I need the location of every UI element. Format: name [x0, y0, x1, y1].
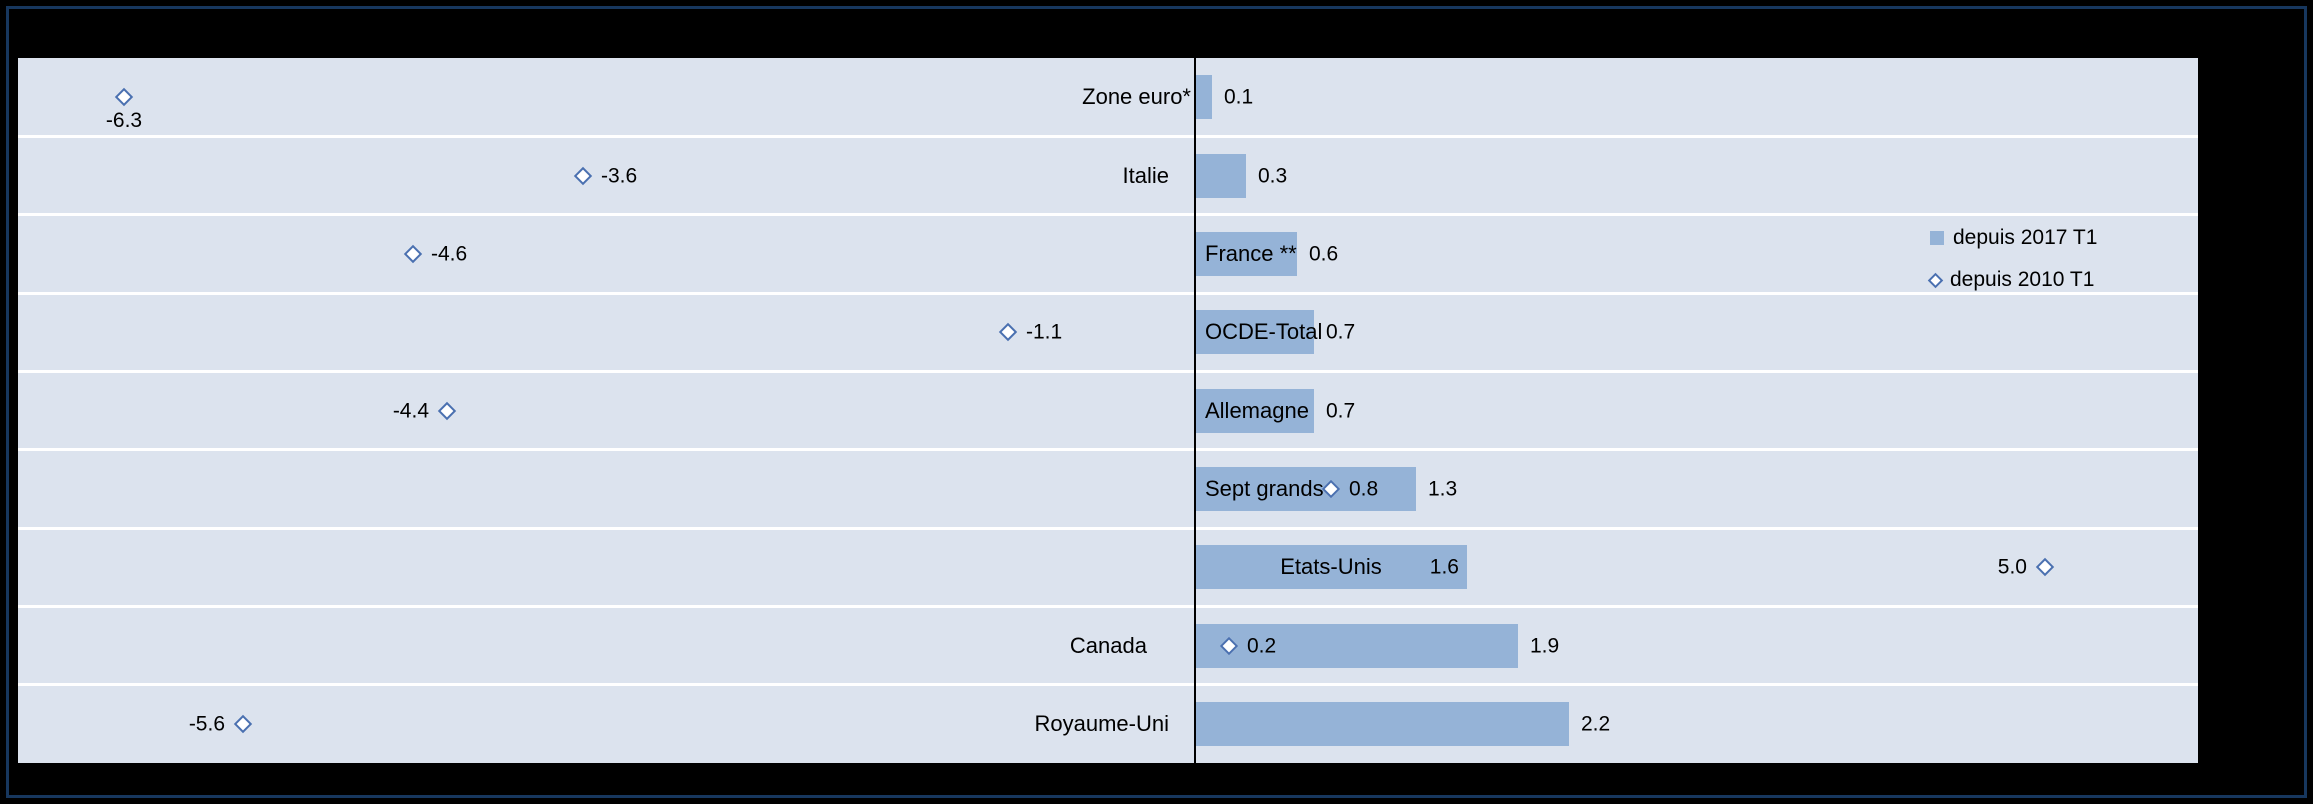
zero-axis-line: [1194, 58, 1196, 763]
row-separator: [18, 604, 2198, 608]
row-separator: [18, 213, 2198, 217]
diamond-value-france: -4.6: [431, 242, 468, 266]
plot-area: depuis 2017 T1 depuis 2010 T1 0.1 Zone eu…: [18, 58, 2198, 763]
category-label-etats-unis: Etats-Unis: [1280, 554, 1382, 580]
bar-value-italie: 0.3: [1258, 164, 1288, 187]
bar-france: [1195, 231, 1297, 276]
bar-allemagne: [1195, 388, 1314, 433]
bar-sept-grands: [1195, 466, 1416, 511]
bar-etats-unis: [1195, 545, 1467, 590]
bar-zone-euro: [1195, 75, 1212, 120]
legend-bar-series-label: depuis 2017 T1: [1953, 226, 2098, 249]
category-label-sept-grands: Sept grands: [1205, 475, 1324, 501]
row-separator: [18, 134, 2198, 138]
diamond-value-italie: -3.6: [601, 164, 638, 187]
diamond-marker-ocde-total: [998, 322, 1018, 342]
diamond-value-sept-grands: 0.8: [1349, 477, 1379, 501]
legend-item-bar-series: depuis 2017 T1: [1930, 226, 2097, 250]
diamond-value-canada: 0.2: [1247, 634, 1277, 657]
diamond-value-ocde-total: -1.1: [1026, 320, 1063, 344]
category-label-allemagne: Allemagne: [1205, 397, 1309, 423]
bar-value-sept-grands: 1.3: [1428, 477, 1458, 501]
row-separator: [18, 683, 2198, 687]
category-label-ocde-total: OCDE-Total: [1205, 319, 1323, 345]
bar-value-ocde-total: 0.7: [1326, 320, 1356, 344]
bar-value-france: 0.6: [1309, 242, 1339, 266]
diamond-marker-france: [403, 244, 423, 264]
row-separator: [18, 526, 2198, 530]
row-separator: [18, 369, 2198, 373]
bar-value-allemagne: 0.7: [1326, 399, 1356, 422]
row-separator: [18, 291, 2198, 295]
diamond-marker-zone-euro: [114, 87, 134, 107]
category-label-france: France **: [1205, 240, 1297, 266]
diamond-value-allemagne: -4.4: [392, 399, 429, 422]
bar-value-zone-euro: 0.1: [1224, 85, 1254, 109]
row-separator: [18, 448, 2198, 452]
diamond-value-zone-euro: -6.3: [105, 109, 143, 133]
bar-ocde-total: [1195, 310, 1314, 355]
diamond-value-etats-unis: 5.0: [1997, 555, 2027, 579]
bar-royaume-uni: [1195, 701, 1569, 746]
bar-italie: [1195, 153, 1246, 198]
category-label-royaume-uni: Royaume-Uni: [1034, 710, 1170, 736]
diamond-marker-allemagne: [437, 401, 457, 420]
legend: depuis 2017 T1 depuis 2010 T1: [1927, 226, 2097, 292]
diamond-marker-italie: [573, 166, 593, 185]
diamond-value-royaume-uni: -5.6: [188, 712, 225, 736]
diamond-marker-royaume-uni: [233, 714, 253, 734]
bar-value-etats-unis: 1.6: [1429, 555, 1459, 579]
bar-value-royaume-uni: 2.2: [1581, 712, 1611, 736]
diamond-marker-etats-unis: [2035, 557, 2055, 577]
category-label-zone-euro: Zone euro*: [1082, 84, 1191, 110]
legend-bar-marker-icon: [1930, 231, 1944, 245]
legend-diamond-marker-icon: [1927, 272, 1944, 288]
legend-item-diamond-series: depuis 2010 T1: [1927, 268, 2097, 292]
bar-value-canada: 1.9: [1530, 634, 1560, 657]
bar-canada: [1195, 623, 1518, 668]
category-label-canada: Canada: [1069, 632, 1147, 658]
category-label-italie: Italie: [1122, 162, 1169, 188]
legend-diamond-series-label: depuis 2010 T1: [1950, 268, 2095, 291]
